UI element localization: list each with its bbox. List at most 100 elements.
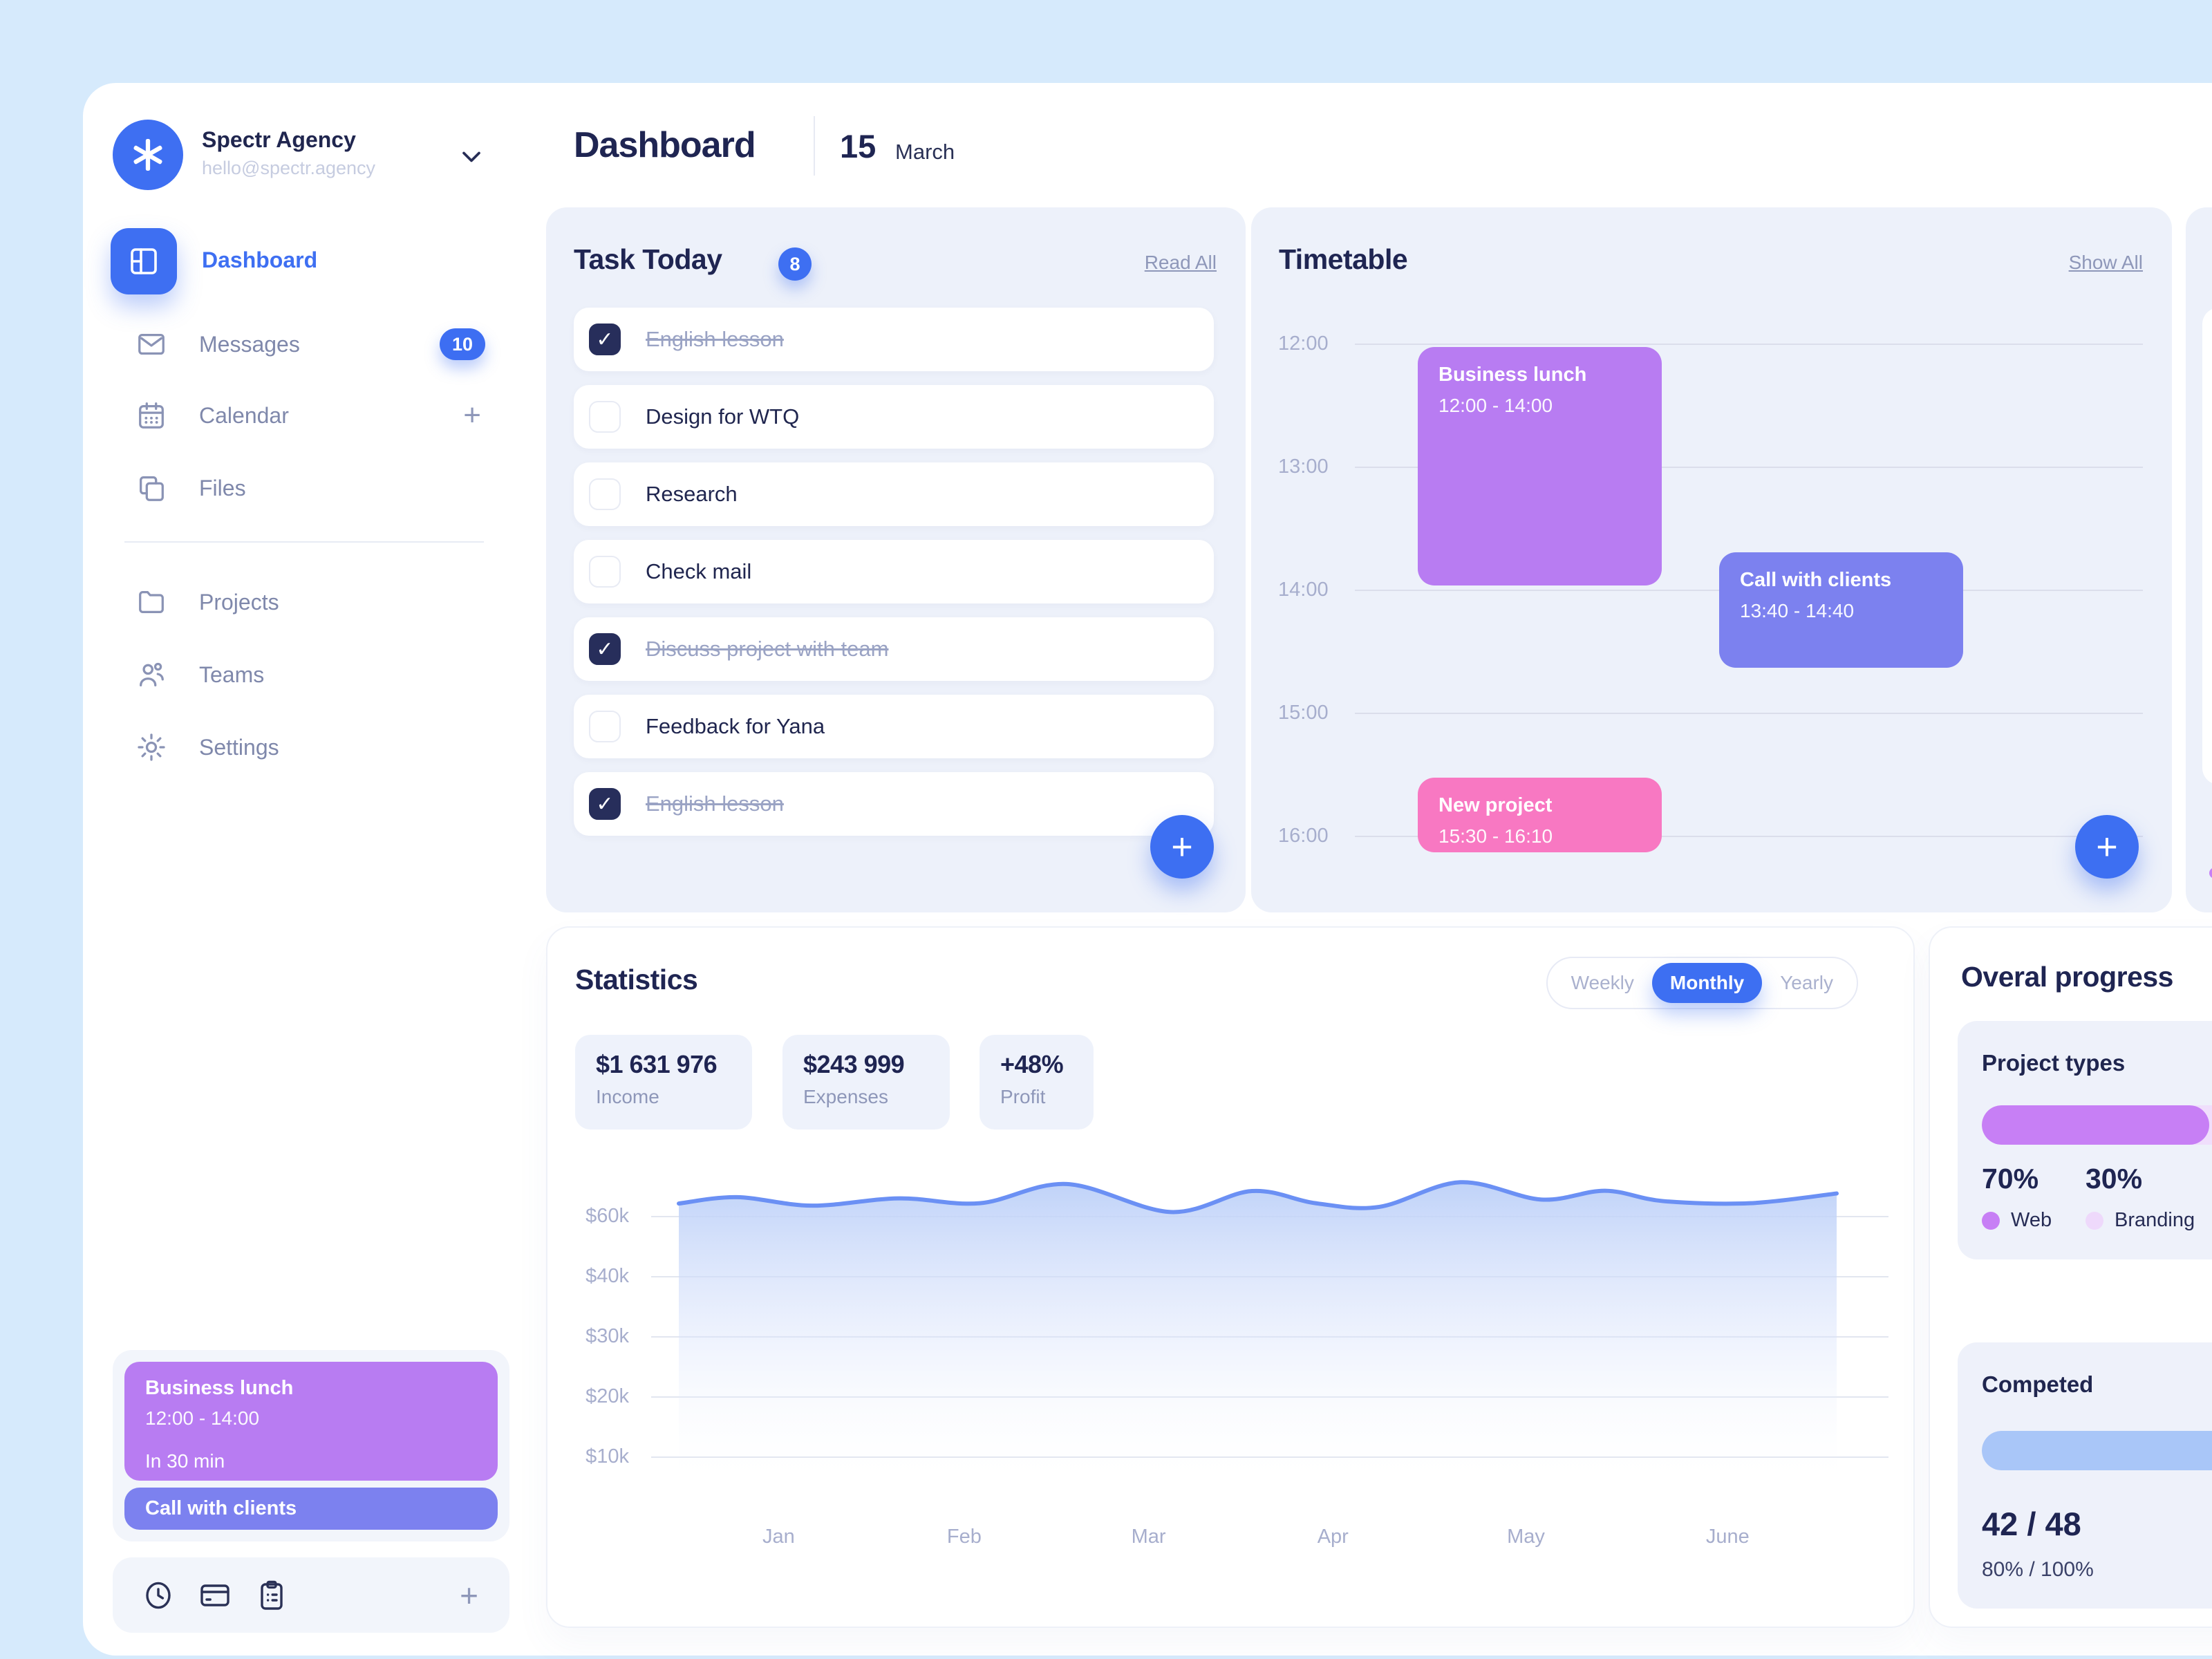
show-all-link[interactable]: Show All: [2068, 252, 2143, 273]
income-label: Income: [596, 1086, 659, 1107]
profit-value: +48%: [1000, 1050, 1064, 1078]
statistics-card: Statistics Weekly Monthly Yearly $1 631 …: [546, 926, 1915, 1628]
read-all-link[interactable]: Read All: [1144, 252, 1217, 273]
stat-chip-expenses: $243 999 Expenses: [782, 1035, 950, 1130]
task-checkbox[interactable]: ✓: [589, 324, 621, 355]
task-checkbox[interactable]: ✓: [589, 711, 621, 742]
sidebar-item-calendar[interactable]: Calendar +: [111, 394, 498, 437]
header-date-month: March: [895, 140, 955, 164]
statistics-title: Statistics: [575, 964, 698, 995]
add-task-button[interactable]: +: [1150, 815, 1214, 879]
income-value: $1 631 976: [596, 1050, 718, 1078]
sidebar-item-files[interactable]: Files: [111, 467, 498, 509]
task-checkbox[interactable]: ✓: [589, 633, 621, 665]
stat-chip-profit: +48% Profit: [980, 1035, 1094, 1130]
quick-actions-bar: +: [113, 1557, 509, 1633]
workspace-chevron-down-icon[interactable]: [456, 141, 487, 171]
workspace-name: Spectr Agency: [202, 127, 356, 152]
y-tick-label: $30k: [585, 1325, 629, 1347]
mail-icon: [135, 328, 167, 360]
messages-unread-badge: 10: [440, 328, 485, 360]
quick-add-button[interactable]: +: [460, 1577, 478, 1613]
range-toggle: Weekly Monthly Yearly: [1546, 957, 1858, 1009]
task-row[interactable]: ✓ English lesson: [574, 772, 1214, 836]
timetable-event-time: 13:40 - 14:40: [1740, 599, 1855, 621]
timetable-hour-label: 13:00: [1278, 456, 1329, 478]
task-row[interactable]: ✓ Research: [574, 462, 1214, 526]
task-label: English lesson: [646, 791, 784, 816]
x-tick-label: Mar: [1131, 1526, 1166, 1548]
timetable-hour-label: 15:00: [1278, 702, 1329, 724]
folder-icon: [135, 586, 167, 618]
area-fill: [679, 1182, 1837, 1488]
sidebar-item-settings[interactable]: Settings: [111, 726, 498, 769]
completed-bar: [1982, 1431, 2212, 1470]
expenses-label: Expenses: [803, 1086, 888, 1107]
completed-count: 42 / 48: [1982, 1506, 2081, 1542]
task-today-card: Task Today 8 Read All ✓ English lesson ✓…: [546, 207, 1246, 912]
project-types-card: Project types 70% 30% Web Branding: [1958, 1021, 2212, 1259]
completed-fill: [1982, 1431, 2212, 1470]
income-area-chart: [651, 1180, 1888, 1488]
task-label: English lesson: [646, 327, 784, 351]
y-tick-label: $20k: [585, 1385, 629, 1407]
web-label: Web: [2011, 1209, 2052, 1231]
task-row[interactable]: ✓ English lesson: [574, 308, 1214, 371]
timetable-event-title: Call with clients: [1740, 568, 1892, 591]
workspace-logo[interactable]: [113, 120, 183, 190]
calendar-add-button[interactable]: +: [463, 398, 481, 432]
clipped-card-content: [2202, 308, 2212, 785]
task-checkbox[interactable]: ✓: [589, 401, 621, 433]
timetable-gridline: [1355, 467, 2143, 468]
add-event-button[interactable]: +: [2075, 815, 2139, 879]
clipboard-icon[interactable]: [255, 1579, 288, 1612]
credit-card-icon[interactable]: [198, 1579, 232, 1612]
sidebar-item-files-label: Files: [199, 475, 246, 500]
project-types-fill: [1982, 1105, 2209, 1145]
timetable-event[interactable]: Business lunch 12:00 - 14:00: [1418, 347, 1662, 585]
asterisk-logo-icon: [128, 135, 168, 175]
upcoming-event-card[interactable]: Business lunch 12:00 - 14:00 In 30 min: [124, 1362, 498, 1481]
timetable-event-title: New project: [1438, 794, 1553, 816]
completed-percent: 80% / 100%: [1982, 1558, 2094, 1581]
gear-icon: [135, 731, 167, 763]
clock-icon[interactable]: [142, 1579, 175, 1612]
task-checkbox[interactable]: ✓: [589, 478, 621, 510]
sidebar-item-teams[interactable]: Teams: [111, 653, 498, 696]
range-option-weekly[interactable]: Weekly: [1571, 972, 1634, 993]
upcoming-event-countdown: In 30 min: [145, 1450, 225, 1472]
header-divider: [814, 116, 815, 176]
upcoming-next-event[interactable]: Call with clients: [124, 1488, 498, 1530]
task-checkbox[interactable]: ✓: [589, 556, 621, 588]
task-count-badge: 8: [778, 247, 812, 281]
task-row[interactable]: ✓ Discuss project with team: [574, 617, 1214, 681]
task-row[interactable]: ✓ Feedback for Yana: [574, 695, 1214, 758]
sidebar-item-projects[interactable]: Projects: [111, 581, 498, 624]
main-container: Spectr Agency hello@spectr.agency Dashbo…: [83, 83, 2212, 1656]
project-types-title: Project types: [1982, 1050, 2126, 1076]
sidebar-item-messages[interactable]: Messages 10: [111, 323, 498, 366]
sidebar-item-dashboard-label[interactable]: Dashboard: [202, 247, 318, 272]
range-option-monthly[interactable]: Monthly: [1651, 963, 1763, 1003]
timetable-hour-label: 14:00: [1278, 579, 1329, 601]
timetable-event[interactable]: New project 15:30 - 16:10: [1418, 778, 1662, 852]
task-row[interactable]: ✓ Design for WTQ: [574, 385, 1214, 449]
sidebar-divider: [124, 541, 484, 543]
range-option-yearly[interactable]: Yearly: [1780, 972, 1833, 993]
legend-branding: Branding: [2086, 1209, 2195, 1232]
timetable-event-time: 12:00 - 14:00: [1438, 395, 1553, 416]
x-tick-label: Apr: [1317, 1526, 1349, 1548]
overall-progress-title: Overal progress: [1961, 961, 2174, 993]
sidebar-item-dashboard[interactable]: [111, 228, 177, 294]
y-tick-label: $40k: [585, 1265, 629, 1287]
x-tick-label: Feb: [946, 1526, 982, 1548]
timetable-event[interactable]: Call with clients 13:40 - 14:40: [1719, 552, 1963, 668]
task-checkbox[interactable]: ✓: [589, 788, 621, 820]
task-row[interactable]: ✓ Check mail: [574, 540, 1214, 603]
completed-title: Competed: [1982, 1371, 2094, 1397]
expenses-value: $243 999: [803, 1050, 905, 1078]
branding-label: Branding: [2115, 1209, 2195, 1231]
workspace-email: hello@spectr.agency: [202, 158, 376, 178]
branding-dot-icon: [2086, 1211, 2103, 1230]
timetable-gridline: [1355, 713, 2143, 714]
